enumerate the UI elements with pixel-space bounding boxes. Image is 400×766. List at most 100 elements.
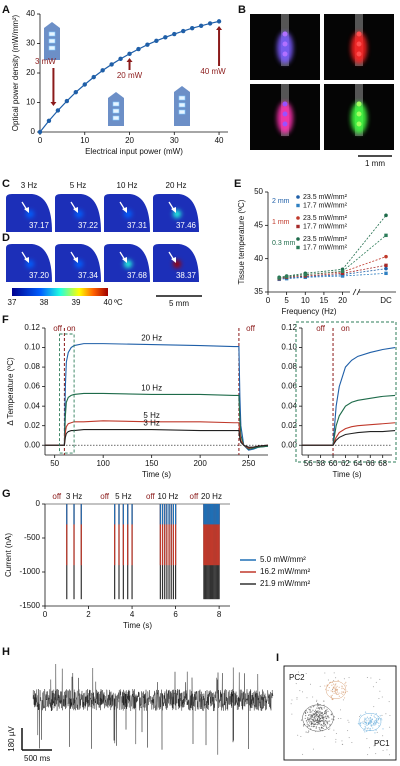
pca-point [335, 686, 337, 689]
pca-point [318, 722, 320, 725]
pca-point [290, 703, 292, 705]
pca-point [363, 729, 365, 731]
pca-point [327, 720, 329, 722]
y-tick-label: -500 [24, 533, 41, 542]
x-axis-label: Time (s) [332, 470, 361, 479]
pca-point [364, 711, 367, 713]
pca-point [324, 672, 326, 674]
point [118, 56, 123, 62]
pca-point [335, 691, 337, 694]
pca-point [331, 718, 333, 720]
marker [340, 271, 345, 276]
x-tick-label: 60 [329, 459, 338, 468]
pca-point [341, 740, 343, 742]
pca-point [320, 719, 323, 722]
pca-point [329, 727, 331, 729]
pca-point [313, 714, 315, 716]
x-tick-label: DC [380, 296, 392, 305]
annotation: 40 mW [200, 67, 226, 76]
pca-point [325, 720, 327, 722]
pca-point [369, 729, 371, 731]
pca-point [360, 722, 362, 724]
pca-point [306, 722, 308, 724]
pca-point [319, 729, 322, 731]
led-glow [282, 31, 288, 37]
pca-point [378, 697, 380, 699]
pca-point [319, 721, 321, 723]
pca-point [372, 723, 375, 725]
pca-point [335, 741, 337, 743]
pca-point [375, 681, 377, 683]
pca-point [369, 718, 371, 720]
pca-point [307, 720, 310, 722]
pca-point [370, 720, 372, 722]
pca-point [336, 685, 338, 687]
pca-point [335, 733, 337, 735]
pca-point [344, 683, 346, 685]
pca-point [342, 699, 344, 701]
glow [277, 102, 293, 134]
x-tick-label: 20 [338, 296, 347, 305]
y-tick-label: 45 [254, 220, 263, 229]
pca-point [308, 724, 310, 727]
pca-point [300, 719, 303, 721]
trace [32, 663, 274, 755]
marker [384, 263, 388, 268]
pca-point [310, 707, 312, 709]
pca-point [316, 699, 318, 701]
cluster-outline [358, 712, 382, 732]
pca-point [343, 678, 345, 680]
pca-point [312, 714, 314, 716]
pca-point [327, 689, 329, 692]
marker [340, 274, 345, 278]
pca-point [316, 718, 319, 720]
temperature-label: 37.34 [78, 271, 99, 280]
scale-bar-label: 180 µV [7, 726, 16, 752]
y-tick-label: 40 [26, 9, 35, 18]
pca-point [381, 719, 383, 721]
pca-point [320, 708, 323, 710]
pca-point [342, 693, 344, 695]
pca-point [329, 723, 331, 726]
marker [384, 233, 388, 238]
pca-point [315, 719, 317, 722]
dc-link [342, 256, 387, 273]
series-label: 3 Hz [143, 419, 159, 428]
pca-point [312, 726, 314, 728]
pca-point [298, 671, 300, 673]
pca-point [341, 685, 343, 687]
pca-point [334, 684, 336, 686]
pca-point [315, 700, 317, 702]
pca-point [309, 710, 311, 712]
pca-point [307, 726, 309, 728]
dc-link [342, 235, 387, 272]
led-glow [282, 121, 288, 127]
x-tick-label: 58 [316, 459, 325, 468]
pca-point [333, 687, 335, 689]
pca-point [377, 719, 379, 721]
pca-point [322, 714, 325, 716]
x-tick-label: 2 [86, 610, 91, 619]
pca-point [317, 711, 319, 713]
pca-point [369, 722, 371, 725]
legend-marker [296, 195, 300, 199]
pca-point [324, 735, 326, 737]
pca-point [338, 686, 340, 688]
pca-point [314, 716, 316, 718]
pca-point [348, 677, 350, 679]
pca-point [315, 712, 317, 714]
pca-point [379, 678, 381, 680]
pca-point [375, 713, 377, 715]
pointer-head [171, 207, 176, 213]
pca-point [364, 727, 366, 730]
point [145, 42, 150, 47]
pca-point [326, 708, 328, 710]
colorbar-tick-label: 40 [104, 298, 113, 307]
pca-point [323, 725, 325, 727]
x-tick-label: 30 [170, 136, 179, 145]
cluster-outline [325, 680, 347, 700]
pca-point [313, 705, 315, 707]
pca-point [376, 718, 378, 720]
pca-point [306, 711, 309, 713]
pca-point [380, 717, 382, 719]
